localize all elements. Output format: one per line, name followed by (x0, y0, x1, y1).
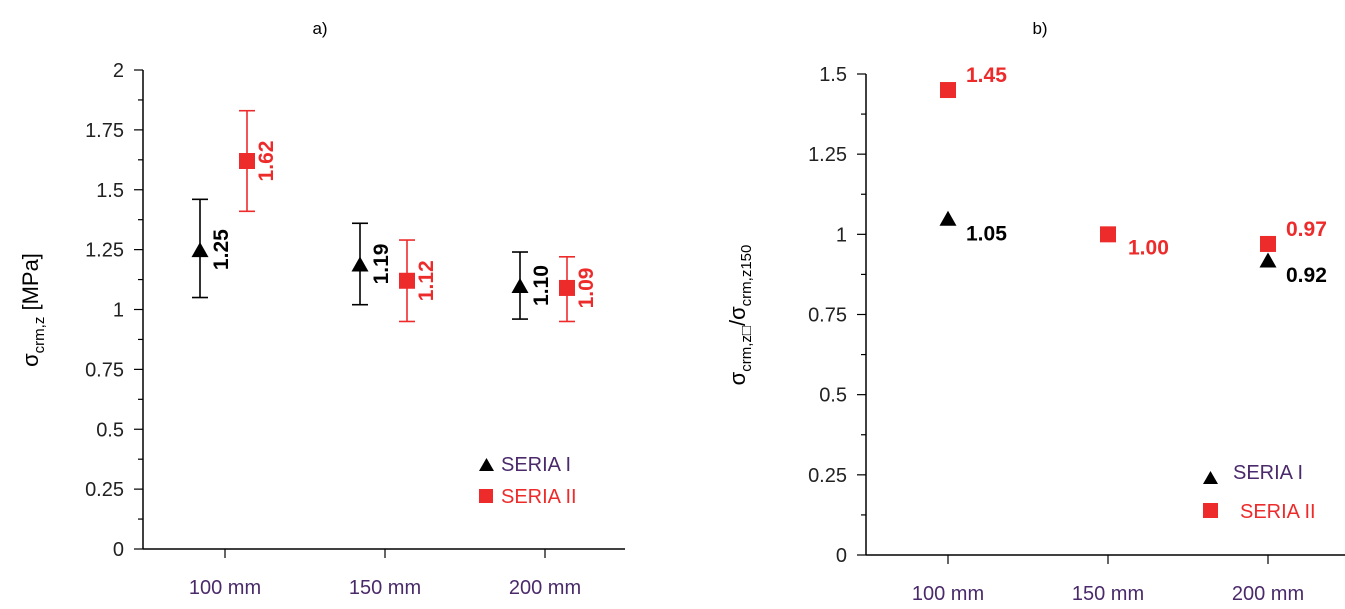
legend-triangle-icon (1203, 471, 1218, 484)
data-label: 1.62 (255, 141, 278, 182)
square-point (239, 153, 255, 170)
y-tick-label: 1.5 (819, 64, 847, 86)
y-tick-label: 0.25 (85, 479, 124, 501)
triangle-point (191, 242, 209, 258)
panel-b-y-ticks: 0 0.25 0.5 0.75 1 1.25 1.5 (808, 64, 866, 567)
panel-b-legend-seria-2: SERIA II (1240, 501, 1316, 523)
panel-a-marks: 1.25 1.19 1.10 1.62 1.12 1.09 (191, 109, 598, 323)
data-label: 1.00 (1128, 236, 1169, 259)
data-label: 1.12 (415, 260, 438, 301)
data-label: 1.19 (370, 244, 393, 285)
y-tick-label: 0.75 (808, 305, 847, 327)
y-tick-label: 0.75 (85, 359, 124, 381)
x-tick-label: 200 mm (509, 577, 581, 599)
data-label: 1.25 (210, 229, 233, 270)
x-tick-label: 200 mm (1232, 583, 1304, 604)
panel-a-y-axis-label: σcrm,z [MPa] (18, 253, 48, 367)
data-label: 0.92 (1286, 264, 1327, 287)
square-point (1260, 235, 1276, 252)
y-tick-label: 0 (836, 545, 847, 567)
triangle-point (1259, 252, 1277, 268)
y-tick-label: 2 (113, 60, 124, 82)
legend-square-icon (479, 489, 493, 503)
square-point (399, 272, 415, 289)
x-tick-label: 150 mm (349, 577, 421, 599)
panel-a-y-ticks: 0 0.25 0.5 0.75 1 1.25 1.5 1.75 2 (85, 60, 143, 561)
data-label: 0.97 (1286, 218, 1327, 241)
panel-b-title: b) (1032, 19, 1047, 38)
panel-a-legend: SERIA I SERIA II (479, 454, 577, 508)
legend-square-icon (1203, 503, 1218, 518)
y-tick-label: 1.75 (85, 120, 124, 142)
y-tick-label: 0.25 (808, 465, 847, 487)
y-tick-label: 0 (113, 539, 124, 561)
panel-b-marks: 1.05 0.92 1.45 1.00 0.97 (939, 64, 1327, 287)
x-tick-label: 100 mm (189, 577, 261, 599)
data-label: 1.09 (575, 268, 598, 309)
y-tick-label: 1 (113, 300, 124, 322)
y-tick-label: 1.25 (808, 144, 847, 166)
square-point (559, 279, 575, 296)
triangle-point (351, 256, 369, 272)
y-tick-label: 1.5 (96, 180, 124, 202)
panel-a-legend-seria-1: SERIA I (501, 454, 571, 476)
square-point (1100, 226, 1116, 243)
y-tick-label: 1 (836, 224, 847, 246)
panel-a-legend-seria-2: SERIA II (501, 486, 577, 508)
data-label: 1.45 (966, 64, 1007, 87)
data-label: 1.05 (966, 222, 1007, 245)
x-tick-label: 100 mm (912, 583, 984, 604)
panel-b-legend: SERIA I SERIA II (1203, 462, 1316, 523)
square-point (940, 82, 956, 99)
triangle-point (511, 278, 529, 294)
x-tick-label: 150 mm (1072, 583, 1144, 604)
panel-a-x-ticks: 100 mm 150 mm 200 mm (189, 549, 581, 599)
panel-b-legend-seria-1: SERIA I (1233, 462, 1303, 484)
triangle-point (939, 210, 957, 226)
panel-a-title: a) (312, 19, 327, 38)
y-tick-label: 1.25 (85, 240, 124, 262)
y-tick-label: 0.5 (96, 419, 124, 441)
data-label: 1.10 (530, 265, 553, 306)
y-tick-label: 0.5 (819, 385, 847, 407)
panel-b-x-ticks: 100 mm 150 mm 200 mm (912, 555, 1304, 605)
panel-b-y-axis-label: σcrm,z□/σcrm,z150 (725, 245, 755, 386)
panel-b: b) σcrm,z□/σcrm,z150 0 0.25 0.5 0.75 1 1.25 1.… (725, 19, 1345, 605)
panel-a: a) σcrm,z [MPa] 0 0.25 0.5 0.75 1 1.25 1.5 1.75… (18, 19, 625, 599)
legend-triangle-icon (479, 458, 494, 471)
